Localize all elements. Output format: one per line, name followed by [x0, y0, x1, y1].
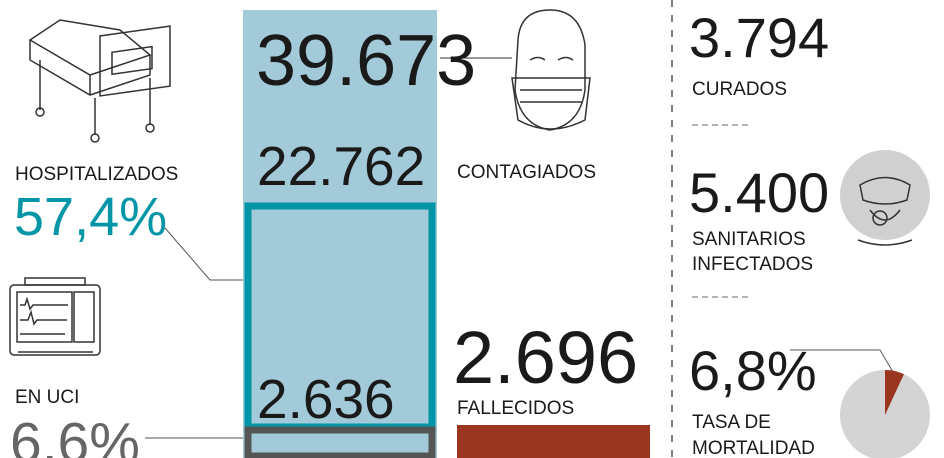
goggles-icon — [840, 150, 930, 245]
mask-icon — [512, 10, 590, 130]
mortality-label: MORTALIDAD — [692, 438, 815, 458]
connector — [165, 228, 243, 280]
monitor-icon — [10, 278, 100, 355]
health-workers-label: INFECTADOS — [692, 254, 813, 275]
mortality-value: 6,8% — [689, 339, 817, 402]
icu-total: 2.636 — [257, 368, 395, 430]
mortality-label: TASA DE — [692, 412, 771, 433]
recovered-label: CURADOS — [692, 79, 787, 100]
deaths-block — [457, 425, 650, 458]
hospitalized-value: 57,4% — [14, 187, 167, 247]
infographic: HOSPITALIZADOS 57,4% EN UCI 6,6% 39.673 … — [0, 0, 944, 458]
bed-icon — [30, 20, 170, 142]
hospitalized-total: 22.762 — [257, 135, 425, 197]
icu-value: 6,6% — [10, 411, 140, 458]
infected-total: 39.673 — [256, 21, 476, 101]
infected-label: CONTAGIADOS — [457, 162, 596, 183]
hospitalized-label: HOSPITALIZADOS — [15, 164, 178, 185]
health-workers-value: 5.400 — [689, 161, 829, 224]
recovered-value: 3.794 — [689, 6, 829, 69]
icu-label: EN UCI — [15, 387, 79, 408]
health-workers-label: SANITARIOS — [692, 229, 806, 250]
deaths-label: FALLECIDOS — [457, 398, 574, 419]
mortality-pie — [840, 370, 930, 458]
deaths-value: 2.696 — [453, 316, 638, 399]
